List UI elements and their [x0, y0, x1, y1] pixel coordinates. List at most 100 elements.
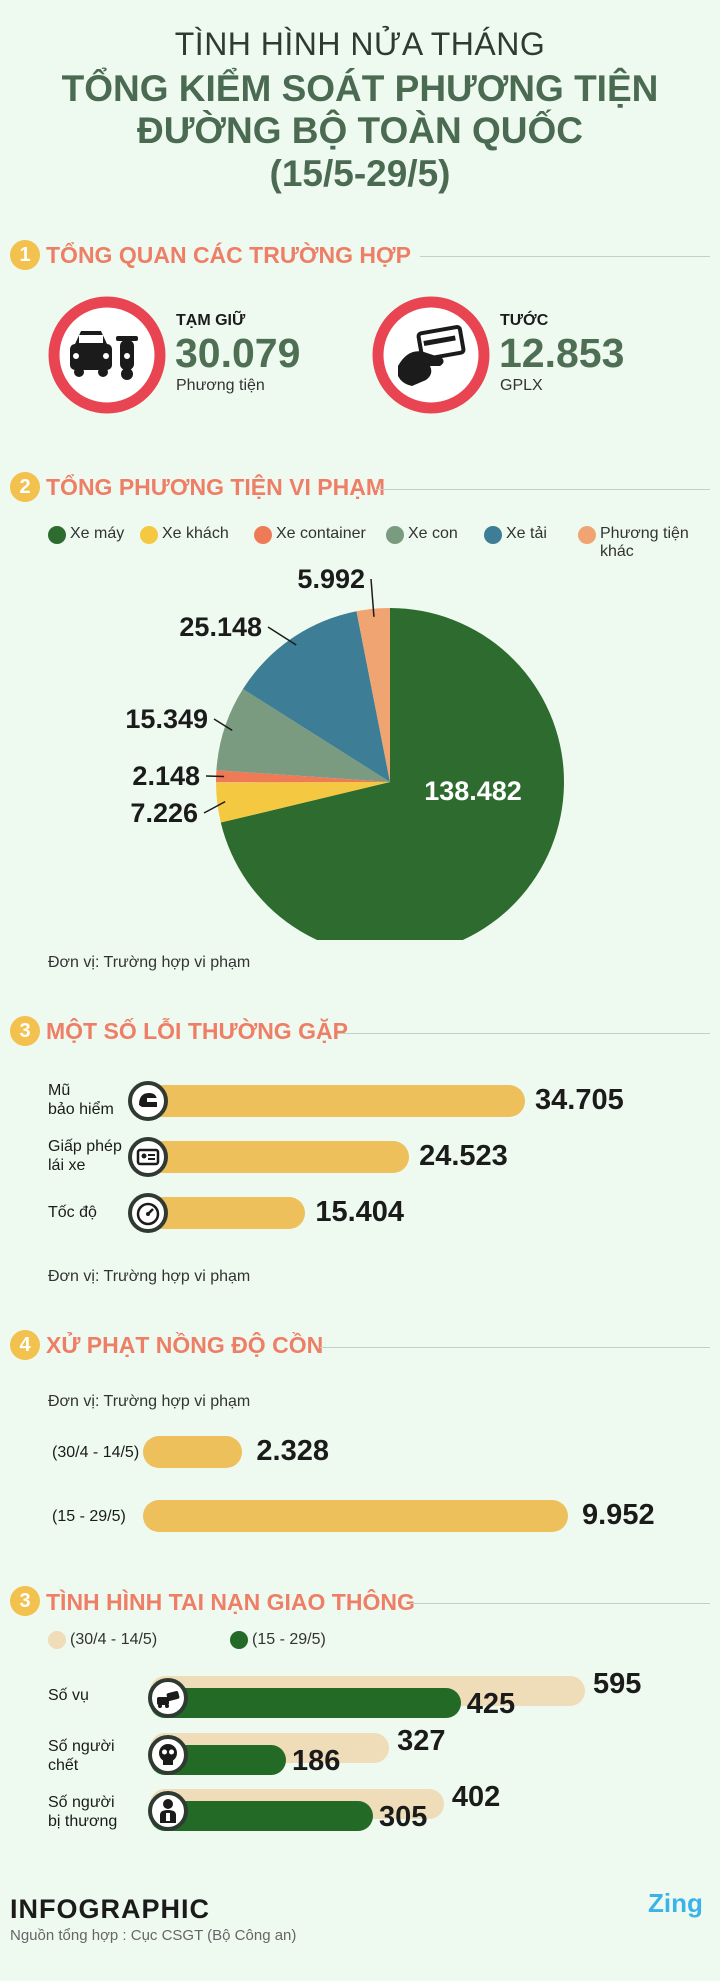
error-value: 24.523: [419, 1140, 508, 1172]
pie-slice-1: [216, 782, 390, 823]
legend-curr-dot: [230, 1631, 248, 1649]
pie-value-label: 7.226: [130, 798, 198, 828]
skull-icon: [148, 1735, 188, 1775]
section2-unit-note: Đơn vị: Trường hợp vi phạm: [48, 954, 251, 971]
pie-value-label: 138.482: [424, 776, 522, 806]
legend-label: Xe khách: [162, 525, 229, 542]
alcohol-period-label: (30/4 - 14/5): [52, 1444, 140, 1461]
legend-prev-dot: [48, 1631, 66, 1649]
pie-leader-line: [267, 626, 297, 646]
legend-curr-label: (15 - 29/5): [252, 1631, 326, 1648]
header-date-range: (15/5-29/5): [269, 153, 451, 194]
revoked-label: TƯỚC: [500, 312, 549, 329]
accident-label: Số người chết: [48, 1737, 115, 1775]
accident-label-line2: bị thương: [48, 1813, 118, 1830]
accident-value-prev: 327: [397, 1725, 446, 1757]
legend-label: Xe tải: [506, 525, 547, 542]
alcohol-period-label: (15 - 29/5): [52, 1508, 126, 1525]
source-note: Nguồn tổng hợp : Cục CSGT (Bộ Công an): [10, 1927, 297, 1944]
car-crash-icon: [148, 1678, 188, 1718]
detained-value: 30.079: [175, 330, 301, 376]
accident-label-line1: Số người: [48, 1794, 115, 1811]
legend-prev-label: (30/4 - 14/5): [70, 1631, 158, 1648]
accident-label-line1: Số người: [48, 1738, 115, 1755]
section2-divider: [376, 489, 710, 490]
speedometer-icon: [128, 1193, 168, 1233]
error-value: 34.705: [535, 1084, 624, 1116]
accident-bar-curr: [150, 1688, 461, 1718]
accident-label-line1: Số vụ: [48, 1687, 89, 1704]
accident-value-curr: 425: [466, 1688, 516, 1720]
legend-label: Xe container: [276, 525, 366, 542]
accident-label: Số người bị thương: [48, 1793, 117, 1831]
section4-unit-note: Đơn vị: Trường hợp vi phạm: [48, 1393, 251, 1410]
accident-label-line2: chết: [48, 1757, 79, 1774]
pie-legend: Xe máy Xe khách Xe container Xe con Xe tải Ph…: [48, 524, 708, 560]
section1-number: 1: [10, 240, 40, 270]
legend-label: Xe con: [408, 525, 458, 542]
error-label: Giấp phép lái xe: [48, 1137, 122, 1175]
section5-divider: [410, 1603, 710, 1604]
error-bar: [130, 1085, 525, 1117]
vehicle-violation-pie-chart: 138.482 7.226 2.148 15.349 25.148 5.992: [125, 564, 564, 940]
revoked-unit: GPLX: [500, 377, 543, 394]
legend-swatch: [254, 526, 272, 544]
header-title-line2: ĐƯỜNG BỘ TOÀN QUỐC: [137, 110, 583, 151]
pie-leader-line: [213, 718, 233, 732]
error-bar: [130, 1141, 410, 1173]
injured-person-icon: [148, 1791, 188, 1831]
pie-slice-2: [216, 770, 390, 783]
alcohol-bar: [143, 1436, 243, 1468]
section1-divider: [420, 256, 710, 257]
zing-logo: Zing: [648, 1888, 703, 1918]
legend-label: Phương tiện khác: [600, 525, 689, 560]
pie-slice-3: [216, 688, 390, 782]
section3-unit-note: Đơn vị: Trường hợp vi phạm: [48, 1268, 251, 1285]
section5-number: 3: [10, 1586, 40, 1616]
pie-value-label: 5.992: [297, 564, 365, 594]
license-card-icon: [128, 1137, 168, 1177]
detained-unit: Phương tiện: [176, 377, 265, 394]
section5-title: TÌNH HÌNH TAI NẠN GIAO THÔNG: [46, 1589, 415, 1615]
legend-swatch: [386, 526, 404, 544]
revoked-value: 12.853: [499, 330, 625, 376]
pie-value-label: 2.148: [132, 761, 200, 791]
pie-slice-5: [356, 608, 390, 782]
pie-value-label: 15.349: [125, 704, 208, 734]
legend-swatch: [578, 526, 596, 544]
section3-title: MỘT SỐ LỖI THƯỜNG GẶP: [46, 1018, 348, 1044]
accident-value-prev: 595: [593, 1668, 642, 1700]
pie-leader-line: [370, 578, 375, 617]
header-title-line1: TỔNG KIỂM SOÁT PHƯƠNG TIỆN: [61, 68, 659, 109]
pie-slice-4: [242, 611, 390, 782]
legend-swatch: [484, 526, 502, 544]
accident-label: Số vụ: [48, 1686, 89, 1705]
helmet-icon: [128, 1081, 168, 1121]
section3-number: 3: [10, 1016, 40, 1046]
pie-leader-line: [203, 800, 226, 814]
section3-divider: [340, 1033, 710, 1034]
no-vehicle-sign-icon: [48, 296, 166, 414]
pie-leader-line: [205, 775, 225, 778]
legend-swatch: [140, 526, 158, 544]
pie-value-label: 25.148: [179, 612, 262, 642]
error-label: Tốc độ: [48, 1203, 97, 1222]
error-label-line1: Giấp phép: [48, 1138, 122, 1155]
license-revoked-sign-icon: [372, 296, 490, 414]
pie-slice-0: [220, 608, 564, 940]
section2-title: TỔNG PHƯƠNG TIỆN VI PHẠM: [46, 474, 385, 500]
alcohol-value: 9.952: [582, 1499, 655, 1531]
detained-label: TẠM GIỮ: [176, 312, 246, 329]
error-label-line2: lái xe: [48, 1157, 86, 1174]
section4-title: XỬ PHẠT NỒNG ĐỘ CỒN: [46, 1332, 324, 1358]
accident-value-curr: 186: [291, 1745, 341, 1777]
error-label-line1: Tốc độ: [48, 1204, 97, 1221]
accident-value-prev: 402: [451, 1781, 501, 1813]
error-label-line1: Mũ: [48, 1082, 71, 1099]
alcohol-bar: [143, 1500, 568, 1532]
header-subtitle: TÌNH HÌNH NỬA THÁNG: [174, 26, 546, 62]
section4-divider: [320, 1347, 710, 1348]
error-label: Mũ bảo hiểm: [48, 1081, 114, 1119]
legend-swatch: [48, 526, 66, 544]
section4-number: 4: [10, 1330, 40, 1360]
